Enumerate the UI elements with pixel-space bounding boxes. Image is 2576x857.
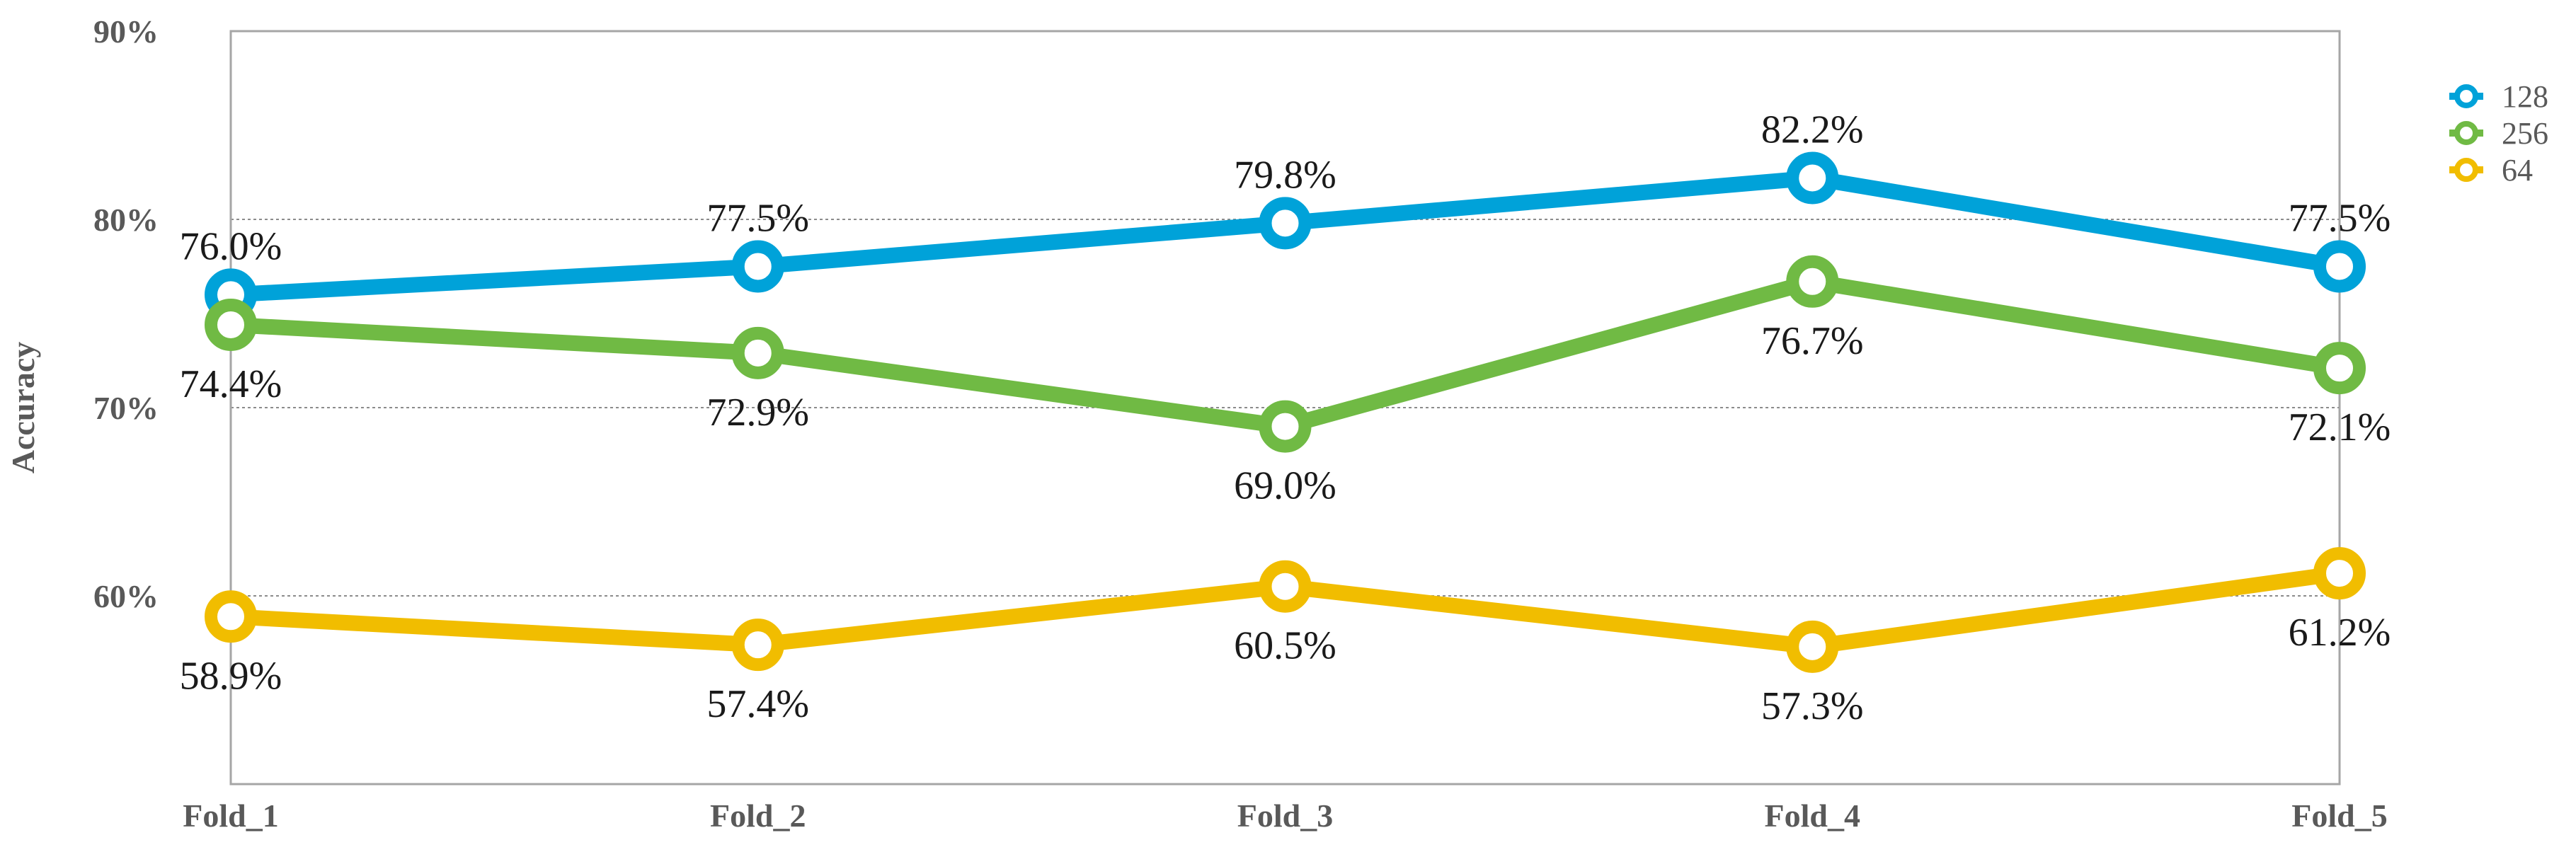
- x-axis-ticks: Fold_1 Fold_2 Fold_3 Fold_4 Fold_5: [183, 798, 2387, 834]
- data-point-256: [731, 326, 784, 379]
- data-label-256: 72.9%: [706, 391, 809, 435]
- data-point-128: [2313, 240, 2366, 293]
- legend-swatch-marker: [2454, 121, 2478, 145]
- y-axis-title: Accuracy: [5, 342, 41, 473]
- data-label-64: 60.5%: [1234, 624, 1336, 668]
- data-point-64: [1259, 560, 1312, 613]
- data-label-128: 82.2%: [1761, 108, 1864, 151]
- data-label-128: 77.5%: [2289, 197, 2391, 241]
- legend-label: 128: [2502, 79, 2548, 114]
- data-label-128: 76.0%: [180, 224, 282, 268]
- data-labels: 76.0% 77.5% 79.8% 82.2% 77.5% 74.4% 72.9% 69.0%…: [180, 108, 2391, 727]
- y-axis-ticks: 60% 70% 80% 90%: [93, 13, 159, 614]
- data-label-128: 79.8%: [1234, 153, 1336, 197]
- y-tick-label: 80%: [93, 202, 159, 238]
- data-label-64: 57.4%: [706, 682, 809, 726]
- y-tick-label: 70%: [93, 390, 159, 426]
- data-point-128: [1259, 197, 1312, 250]
- data-point-256: [2313, 342, 2366, 395]
- x-tick-label: Fold_2: [710, 798, 806, 834]
- plot-area-border: [229, 30, 2341, 786]
- y-tick-label: 90%: [93, 13, 159, 50]
- data-label-256: 72.1%: [2289, 406, 2391, 449]
- legend-label: 64: [2502, 153, 2533, 188]
- data-point-64: [205, 590, 257, 643]
- series-lines: [205, 151, 2366, 673]
- data-point-64: [1786, 620, 1839, 673]
- data-point-128: [1786, 151, 1839, 205]
- legend-label: 256: [2502, 116, 2548, 151]
- data-label-64: 61.2%: [2289, 611, 2391, 655]
- legend-swatch-marker: [2454, 84, 2478, 108]
- x-tick-label: Fold_4: [1765, 798, 1860, 834]
- y-tick-label: 60%: [93, 578, 159, 614]
- x-tick-label: Fold_3: [1237, 798, 1333, 834]
- data-point-64: [731, 619, 784, 672]
- data-point-256: [1786, 255, 1839, 308]
- data-point-256: [1259, 400, 1312, 453]
- data-label-64: 58.9%: [180, 654, 282, 698]
- legend-swatch-marker: [2454, 158, 2478, 182]
- data-label-256: 76.7%: [1761, 319, 1864, 363]
- x-tick-label: Fold_5: [2291, 798, 2387, 834]
- data-point-128: [731, 240, 784, 293]
- data-label-128: 77.5%: [706, 197, 809, 241]
- data-point-64: [2313, 547, 2366, 600]
- data-point-256: [205, 298, 257, 351]
- data-label-64: 57.3%: [1761, 684, 1864, 728]
- x-tick-label: Fold_1: [183, 798, 278, 834]
- data-label-256: 69.0%: [1234, 464, 1336, 508]
- data-label-256: 74.4%: [180, 362, 282, 406]
